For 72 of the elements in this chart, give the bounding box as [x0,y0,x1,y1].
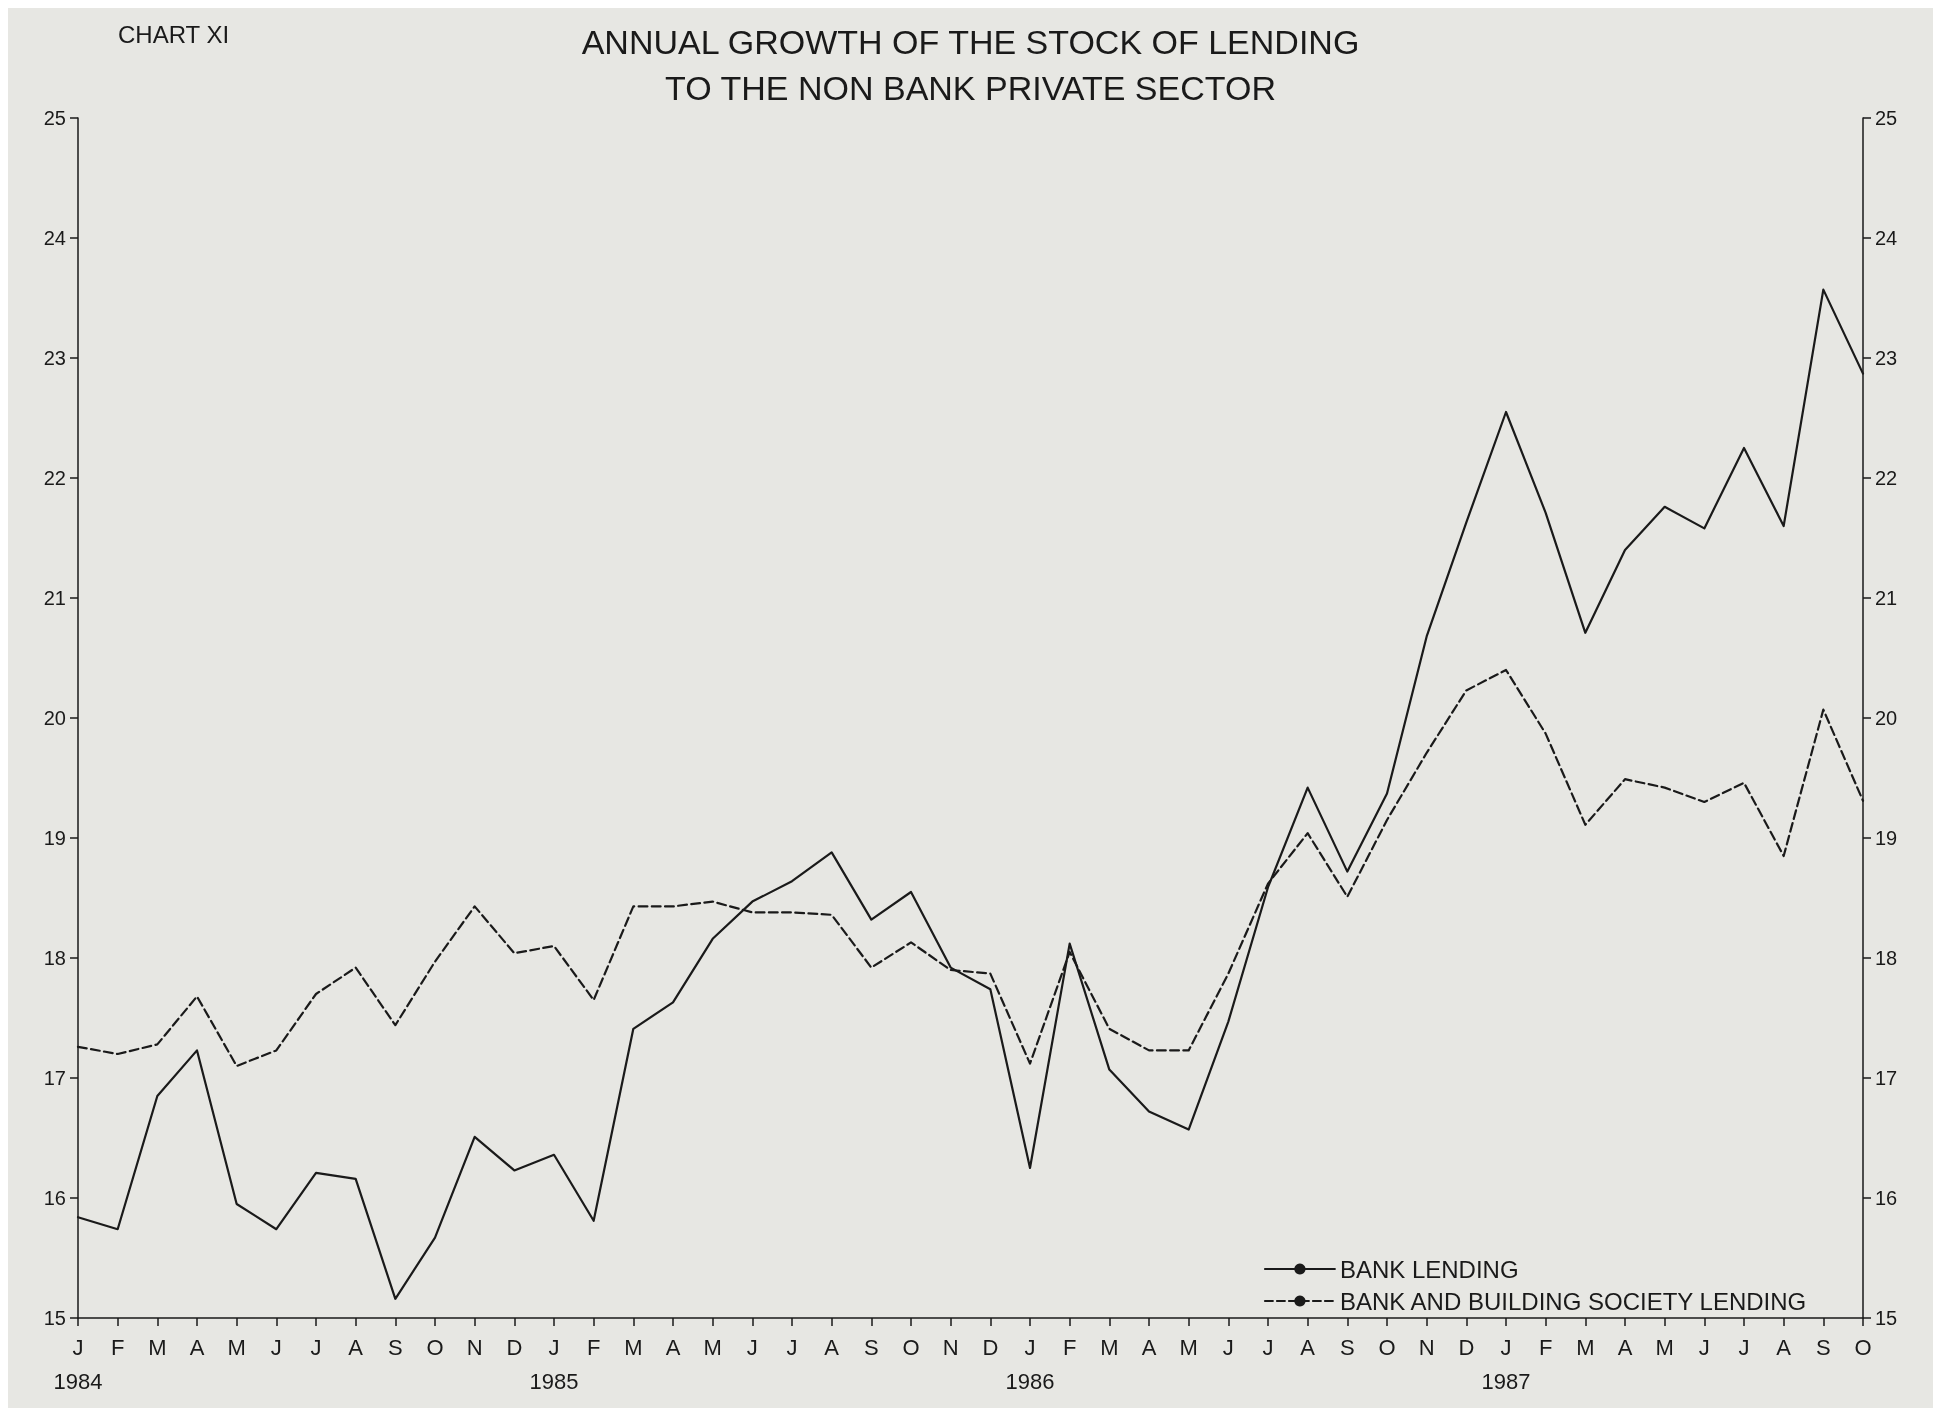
chart-title: ANNUAL GROWTH OF THE STOCK OF LENDING TO THE NON BANK PRIVATE SECTOR [581,23,1360,107]
x-tick-label: M [703,1334,722,1360]
y-tick-label: 18 [43,947,66,969]
x-tick-label: A [189,1334,205,1360]
x-tick-label: O [1854,1334,1872,1360]
legend-label: BANK LENDING [1339,1255,1519,1283]
x-tick-label: M [227,1334,246,1360]
x-tick-label: A [348,1334,364,1360]
x-tick-label: M [1179,1334,1198,1360]
y2-tick-label: 16 [1875,1187,1898,1209]
x-tick-label: N [1418,1334,1435,1360]
x-tick-label: J 1986 [1005,1334,1055,1394]
y2-tick-label: 24 [1875,227,1898,249]
x-tick-label: O [1378,1334,1396,1360]
y-tick-label: 17 [43,1067,66,1089]
x-tick-label: J 1985 [529,1334,579,1394]
x-tick-label: J [786,1334,798,1360]
x-tick-label: O [426,1334,444,1360]
x-tick-label: M [1100,1334,1119,1360]
x-tick-label: J [746,1334,758,1360]
y-tick-label: 21 [43,587,66,609]
x-tick-label: O [902,1334,920,1360]
x-tick-label: F [1538,1334,1553,1360]
x-tick-label: S [863,1334,879,1360]
text: CHART XI [118,20,230,48]
y2-tick-label: 19 [1875,827,1898,849]
y-tick-label: 15 [43,1307,66,1329]
y2-tick-label: 17 [1875,1067,1898,1089]
x-tick-label: F [110,1334,125,1360]
x-tick-label: J 1987 [1481,1334,1531,1394]
y-tick-label: 24 [43,227,66,249]
x-tick-label: A [1141,1334,1157,1360]
x-tick-label: S [387,1334,403,1360]
y2-tick-label: 20 [1875,707,1898,729]
x-tick-label: M [624,1334,643,1360]
y2-tick-label: 15 [1875,1307,1898,1329]
x-tick-label: A [1300,1334,1316,1360]
y-tick-label: 23 [43,347,66,369]
x-tick-label: J [1222,1334,1234,1360]
y2-tick-label: 18 [1875,947,1898,969]
x-tick-label: A [1776,1334,1792,1360]
y-tick-label: 19 [43,827,66,849]
y-tick-label: 22 [43,467,66,489]
x-tick-label: D [982,1334,999,1360]
x-tick-label: J [1738,1334,1750,1360]
x-tick-label: N [466,1334,483,1360]
y-tick-label: 16 [43,1187,66,1209]
x-tick-label: J [310,1334,322,1360]
x-tick-label: J [1698,1334,1710,1360]
x-tick-label: J [270,1334,282,1360]
x-tick-label: J 1984 [53,1334,103,1394]
x-tick-label: S [1339,1334,1355,1360]
x-tick-label: J [1262,1334,1274,1360]
y2-tick-label: 25 [1875,107,1898,129]
y2-tick-label: 23 [1875,347,1898,369]
x-tick-label: D [506,1334,523,1360]
y-tick-label: 20 [43,707,66,729]
x-tick-label: S [1815,1334,1831,1360]
y-tick-label: 25 [43,107,66,129]
x-tick-label: A [824,1334,840,1360]
x-tick-label: N [942,1334,959,1360]
x-tick-label: M [148,1334,167,1360]
x-tick-label: F [586,1334,601,1360]
x-tick-label: M [1655,1334,1674,1360]
x-tick-label: D [1458,1334,1475,1360]
y2-tick-label: 21 [1875,587,1898,609]
x-tick-label: A [1617,1334,1633,1360]
x-tick-label: F [1062,1334,1077,1360]
y2-tick-label: 22 [1875,467,1898,489]
x-tick-label: A [665,1334,681,1360]
legend-label: BANK AND BUILDING SOCIETY LENDING [1339,1287,1807,1315]
x-tick-label: M [1576,1334,1595,1360]
